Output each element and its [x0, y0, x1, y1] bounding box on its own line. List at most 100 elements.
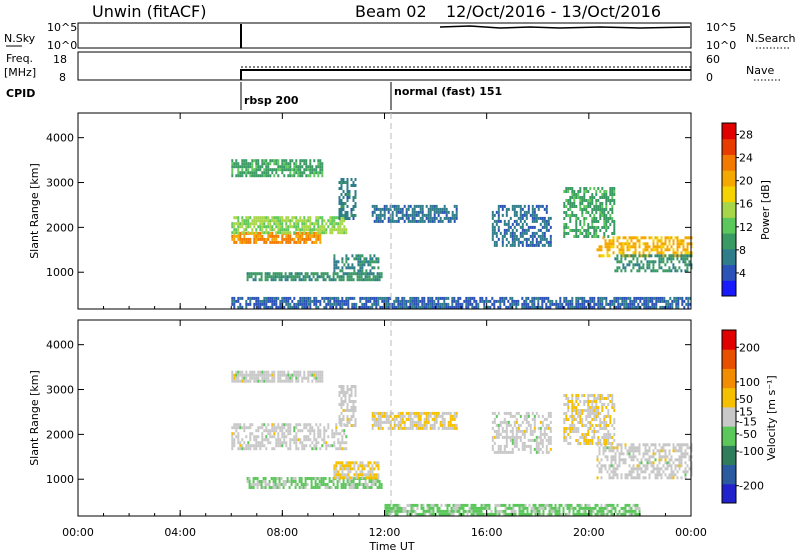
echo-cell — [526, 506, 529, 510]
echo-cell — [455, 423, 458, 427]
echo-cell — [290, 278, 293, 282]
echo-cell — [674, 236, 677, 240]
echo-cell — [231, 438, 234, 442]
echo-cell — [451, 417, 454, 421]
echo-cell — [527, 237, 530, 241]
echo-cell — [500, 503, 503, 507]
echo-cell — [279, 228, 282, 232]
echo-cell — [437, 411, 440, 415]
echo-cell — [505, 432, 508, 436]
echo-cell — [375, 219, 378, 223]
echo-cell — [310, 486, 313, 489]
colorbar-swatch — [722, 185, 736, 203]
echo-cell — [231, 174, 234, 178]
echo-cell — [652, 470, 655, 474]
echo-cell — [245, 376, 248, 380]
echo-cell — [593, 205, 596, 208]
echo-cell — [415, 299, 418, 303]
echo-cell — [525, 426, 528, 430]
echo-cell — [672, 254, 675, 258]
echo-cell — [483, 302, 486, 306]
echo-cell — [531, 296, 534, 300]
colorbar-tick-label: 200 — [739, 341, 760, 354]
echo-cell — [346, 415, 349, 418]
echo-cell — [589, 442, 592, 445]
echo-cell — [356, 278, 359, 282]
echo-cell — [263, 216, 266, 220]
echo-cell — [241, 165, 244, 169]
echo-cell — [563, 430, 566, 433]
colorbar-tick-label: -15 — [739, 416, 757, 429]
echo-cell — [377, 467, 380, 471]
echo-cell — [328, 477, 331, 480]
echo-cell — [533, 225, 536, 229]
echo-cell — [337, 473, 340, 477]
echo-cell — [359, 461, 362, 465]
echo-cell — [472, 512, 475, 516]
echo-cell — [547, 435, 550, 439]
echo-cell — [353, 269, 356, 273]
echo-cell — [455, 216, 458, 220]
echo-cell — [567, 226, 570, 229]
echo-cell — [525, 231, 528, 235]
echo-cell — [338, 421, 341, 424]
echo-cell — [636, 473, 639, 477]
echo-cell — [245, 435, 248, 439]
echo-cell — [539, 296, 542, 300]
echo-cell — [413, 305, 416, 309]
echo-cell — [451, 213, 454, 217]
echo-cell — [337, 228, 340, 232]
echo-cell — [511, 447, 514, 451]
echo-cell — [369, 305, 372, 309]
echo-cell — [320, 275, 323, 279]
echo-cell — [587, 223, 590, 226]
echo-cell — [509, 423, 512, 427]
echo-cell — [430, 512, 433, 516]
echo-cell — [611, 220, 614, 223]
echo-cell — [303, 426, 306, 430]
echo-cell — [597, 415, 600, 418]
echo-cell — [282, 275, 285, 279]
echo-cell — [646, 443, 649, 447]
echo-cell — [618, 512, 621, 516]
echo-cell — [603, 211, 606, 214]
echo-cell — [531, 225, 534, 229]
echo-cell — [537, 414, 540, 418]
echo-cell — [499, 447, 502, 451]
echo-cell — [505, 210, 508, 214]
echo-cell — [571, 427, 574, 430]
echo-cell — [453, 204, 456, 208]
echo-cell — [249, 296, 252, 300]
echo-cell — [532, 503, 535, 507]
echo-cell — [247, 222, 250, 226]
echo-cell — [429, 299, 432, 303]
echo-cell — [272, 486, 275, 489]
echo-cell — [449, 417, 452, 421]
echo-cell — [281, 168, 284, 172]
echo-cell — [270, 278, 273, 282]
echo-cell — [353, 302, 356, 306]
echo-cell — [233, 228, 236, 232]
echo-cell — [281, 219, 284, 223]
echo-cell — [668, 254, 671, 258]
echo-cell — [361, 470, 364, 474]
echo-cell — [503, 231, 506, 235]
echo-cell — [307, 216, 310, 220]
echo-cell — [670, 458, 673, 462]
echo-cell — [565, 397, 568, 400]
echo-cell — [571, 296, 574, 300]
echo-cell — [370, 272, 373, 276]
echo-cell — [676, 254, 679, 258]
echo-cell — [433, 207, 436, 211]
echo-cell — [595, 235, 598, 238]
echo-cell — [610, 443, 613, 447]
echo-cell — [391, 411, 394, 415]
echo-cell — [543, 243, 546, 247]
echo-cell — [391, 305, 394, 309]
echo-cell — [309, 302, 312, 306]
echo-cell — [429, 204, 432, 208]
echo-cell — [347, 299, 350, 303]
echo-cell — [537, 299, 540, 303]
echo-cell — [433, 219, 436, 223]
echo-cell — [279, 370, 282, 374]
